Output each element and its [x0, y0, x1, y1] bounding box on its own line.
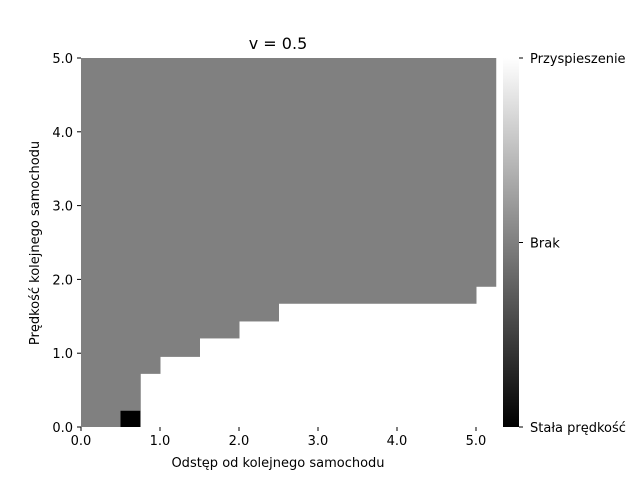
gray-region-column: [120, 58, 141, 427]
gray-region-column: [199, 58, 240, 339]
y-tick-label: 2.0: [52, 273, 73, 288]
chart-title: v = 0.5: [249, 34, 308, 53]
x-tick-label: 2.0: [229, 434, 250, 449]
y-tick-label: 3.0: [52, 200, 73, 215]
gray-region-column: [239, 58, 279, 322]
x-tick-label: 4.0: [387, 434, 408, 449]
x-axis-ticks: 0.0 1.0 2.0 3.0 4.0 5.0: [71, 427, 487, 449]
gray-region-column: [476, 58, 497, 287]
plot-area: [81, 58, 497, 427]
x-tick-label: 1.0: [150, 434, 171, 449]
colorbar: [503, 58, 519, 427]
colorbar-tick-label: Stała prędkość: [530, 421, 626, 436]
y-tick-label: 4.0: [52, 126, 73, 141]
y-tick-label: 1.0: [52, 347, 73, 362]
colorbar-ticks: Przyspieszenie Brak Stała prędkość: [519, 52, 626, 436]
gray-region-column: [140, 58, 161, 374]
gray-region-column: [278, 58, 477, 304]
x-tick-label: 0.0: [71, 434, 92, 449]
black-cell: [120, 410, 141, 427]
y-axis-label: Prędkość kolejnego samochodu: [28, 141, 43, 345]
y-tick-label: 5.0: [52, 52, 73, 67]
x-axis-label: Odstęp od kolejnego samochodu: [171, 456, 384, 471]
x-tick-label: 3.0: [308, 434, 329, 449]
colorbar-tick-label: Brak: [530, 237, 560, 252]
y-tick-label: 0.0: [52, 421, 73, 436]
gray-region-column: [160, 58, 200, 357]
x-tick-label: 5.0: [466, 434, 487, 449]
y-axis-ticks: 0.0 1.0 2.0 3.0 4.0 5.0: [52, 52, 81, 436]
gray-region-column: [81, 58, 121, 427]
colorbar-tick-label: Przyspieszenie: [530, 52, 626, 67]
